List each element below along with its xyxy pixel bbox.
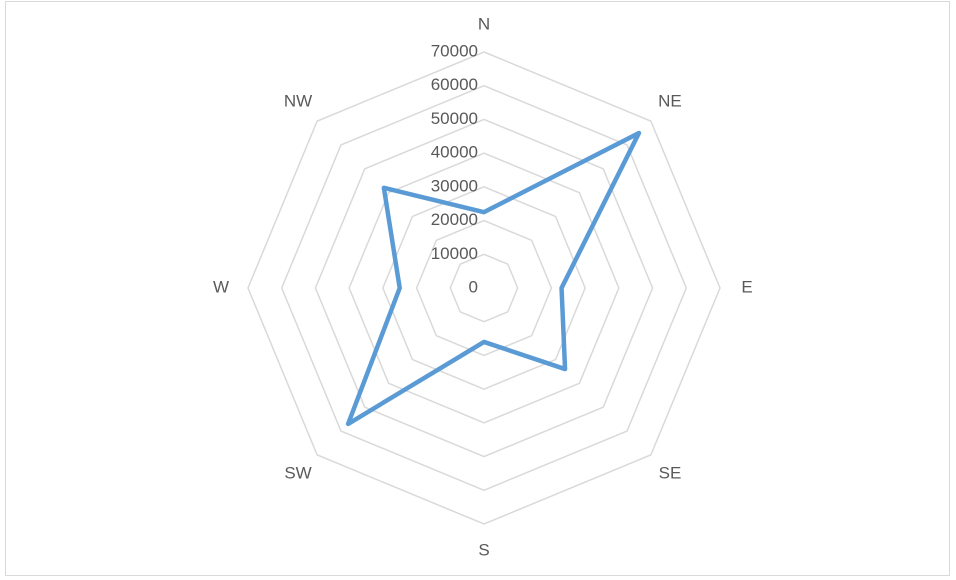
chart-border	[5, 1, 950, 576]
grid-ring	[449, 253, 519, 323]
category-label: SE	[659, 463, 682, 482]
r-tick-label: 50000	[431, 109, 478, 128]
grid-ring	[280, 84, 688, 492]
category-label: W	[213, 277, 229, 296]
category-label: NW	[284, 92, 312, 111]
r-tick-label: 60000	[431, 75, 478, 94]
category-label: S	[478, 540, 489, 559]
r-tick-label: 20000	[431, 210, 478, 229]
r-tick-label: 10000	[431, 244, 478, 263]
category-label: N	[478, 14, 490, 33]
series-line	[345, 130, 642, 427]
category-label: NE	[658, 92, 682, 111]
grid-ring	[247, 51, 721, 525]
r-tick-label: 70000	[431, 41, 478, 60]
category-label: SW	[284, 463, 311, 482]
r-tick-label: 30000	[431, 176, 478, 195]
r-tick-label: 40000	[431, 143, 478, 162]
r-tick-label: 0	[469, 277, 478, 296]
category-label: E	[741, 277, 752, 296]
grid-ring	[415, 219, 553, 357]
grid-ring	[314, 118, 654, 458]
grid-ring	[382, 186, 586, 390]
